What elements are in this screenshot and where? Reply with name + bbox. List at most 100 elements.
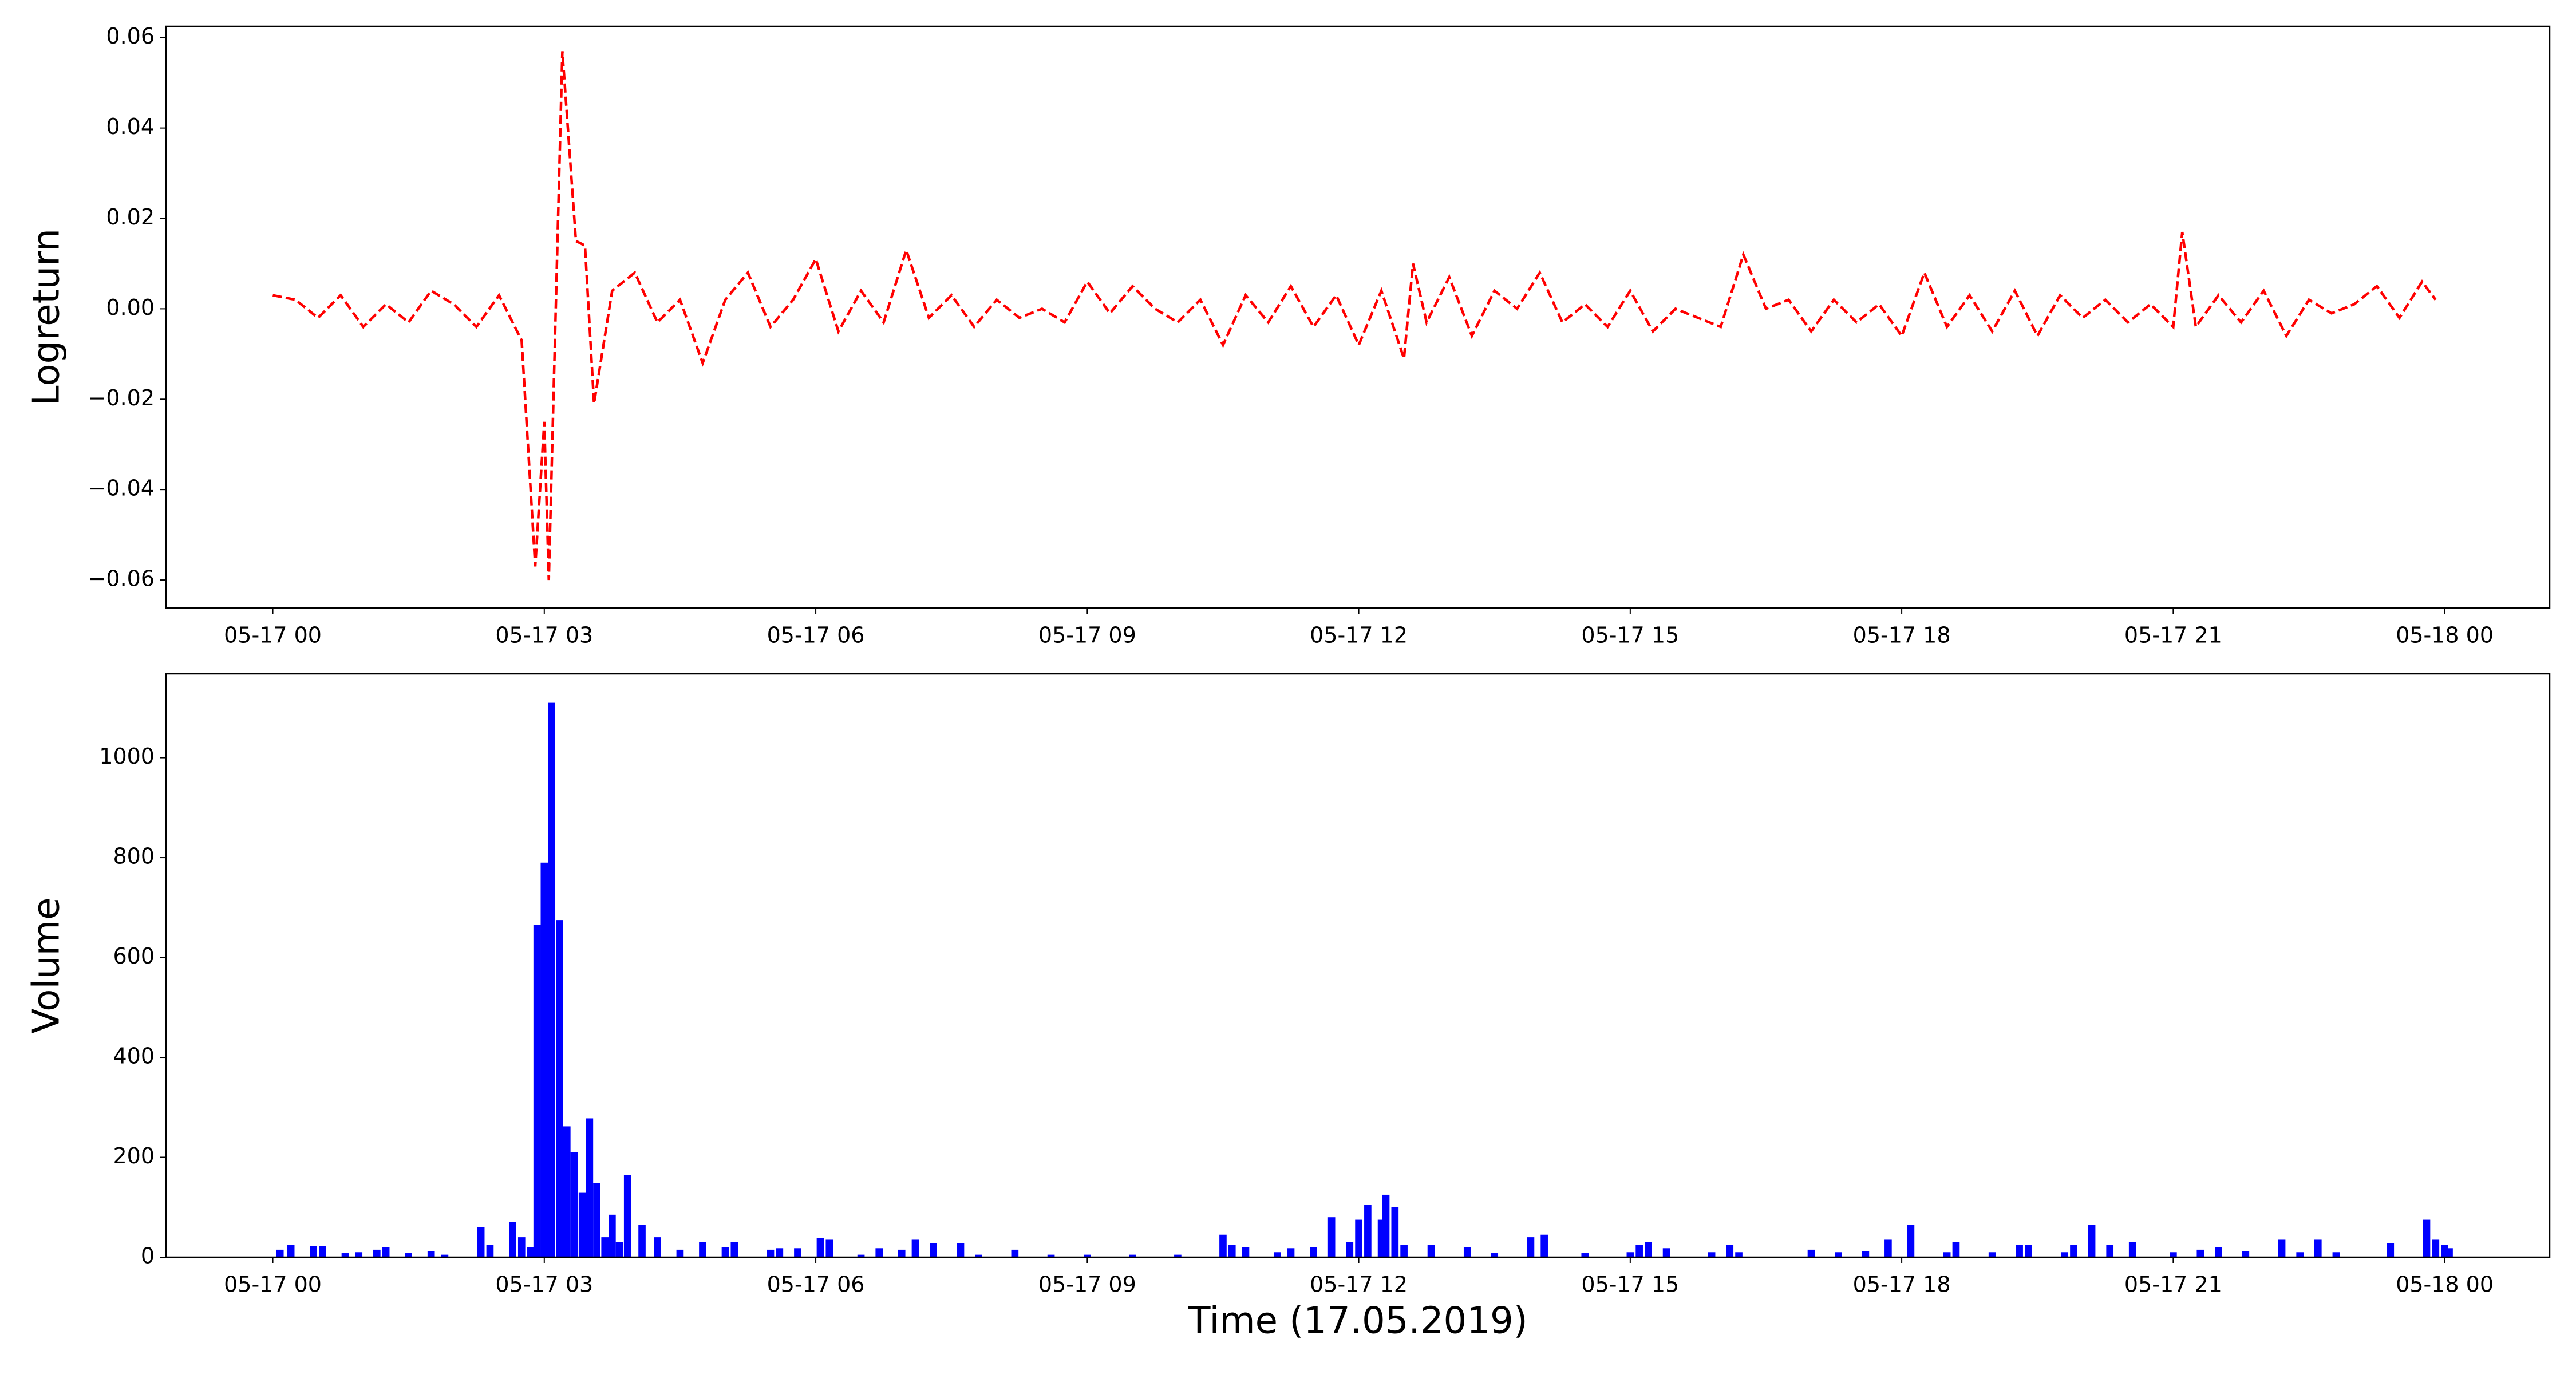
x-tick-label: 05-17 00 (224, 623, 322, 648)
bar (310, 1246, 318, 1257)
x-tick-label: 05-17 18 (1853, 1272, 1951, 1297)
bar (699, 1242, 706, 1257)
y-tick-label: 0.04 (106, 114, 155, 139)
bar (1083, 1254, 1091, 1257)
x-tick-label: 05-17 12 (1310, 1272, 1408, 1297)
bar (533, 925, 541, 1257)
bar (382, 1247, 390, 1257)
bar (2242, 1251, 2250, 1257)
bar (355, 1252, 363, 1257)
bar (2196, 1249, 2204, 1257)
x-tick-label: 05-17 21 (2124, 1272, 2222, 1297)
bar (1862, 1251, 1870, 1257)
bar (1645, 1242, 1652, 1257)
x-tick-label: 05-17 21 (2124, 623, 2222, 648)
bar (1635, 1245, 1643, 1257)
bar (509, 1222, 516, 1257)
bar (1626, 1252, 1634, 1257)
bar (2070, 1245, 2077, 1257)
bar (556, 920, 563, 1257)
y-tick-label: 800 (113, 844, 155, 869)
y-tick-label: −0.06 (88, 566, 155, 591)
bar (2296, 1252, 2304, 1257)
bar (1228, 1245, 1236, 1257)
y-tick-label: 600 (113, 943, 155, 969)
bar (477, 1227, 485, 1257)
bar (527, 1247, 535, 1257)
bar (1382, 1194, 1390, 1257)
bar (825, 1239, 833, 1257)
bar (676, 1249, 684, 1257)
bar (1129, 1254, 1136, 1257)
y-axis-label: Logreturn (26, 228, 68, 406)
bar (1219, 1234, 1227, 1257)
bar (721, 1247, 729, 1257)
bar (593, 1183, 600, 1257)
bar (1346, 1242, 1354, 1257)
x-tick-label: 05-17 18 (1853, 623, 1951, 648)
bar (1287, 1248, 1295, 1257)
bar (911, 1239, 919, 1257)
bar (767, 1249, 775, 1257)
x-tick-label: 05-17 03 (495, 1272, 593, 1297)
bar (1943, 1252, 1951, 1257)
x-tick-label: 05-18 00 (2396, 623, 2494, 648)
bar (1835, 1252, 1842, 1257)
bar (1011, 1249, 1019, 1257)
bar (2445, 1248, 2453, 1257)
bar (1047, 1254, 1055, 1257)
x-tick-label: 05-17 03 (495, 623, 593, 648)
bar (1310, 1247, 1317, 1257)
bar (1540, 1234, 1548, 1257)
bar (1273, 1252, 1281, 1257)
bar (1400, 1245, 1408, 1257)
bar (287, 1245, 295, 1257)
x-tick-label: 05-18 00 (2396, 1272, 2494, 1297)
bar (2025, 1245, 2032, 1257)
line (272, 51, 2437, 581)
x-tick-label: 05-17 15 (1581, 1272, 1679, 1297)
y-tick-label: −0.02 (88, 385, 155, 410)
y-tick-label: −0.04 (88, 476, 155, 501)
bar (405, 1253, 412, 1257)
bar (1662, 1248, 1670, 1257)
x-tick-label: 05-17 00 (224, 1272, 322, 1297)
bar (1242, 1247, 1250, 1257)
bar (2423, 1219, 2431, 1257)
bar (615, 1242, 623, 1257)
bar (601, 1237, 609, 1257)
x-tick-label: 05-17 09 (1038, 623, 1136, 648)
bar (1807, 1249, 1815, 1257)
x-tick-label: 05-17 06 (767, 1272, 865, 1297)
bar (570, 1152, 578, 1257)
bar (638, 1225, 646, 1257)
bar (517, 1237, 526, 1257)
y-tick-label: 0 (141, 1243, 155, 1269)
bar (654, 1237, 661, 1257)
bar (957, 1243, 965, 1257)
bar (1463, 1247, 1471, 1257)
bar (2170, 1252, 2177, 1257)
y-tick-label: 0.00 (106, 295, 155, 320)
x-tick-label: 05-17 12 (1310, 623, 1408, 648)
bar (1708, 1252, 1716, 1257)
bar (2387, 1243, 2395, 1257)
bar (341, 1253, 349, 1257)
bar (427, 1251, 435, 1257)
bar (730, 1242, 738, 1257)
bar (1327, 1217, 1336, 1257)
y-axis-label: Volume (26, 897, 68, 1033)
y-tick-label: 400 (113, 1044, 155, 1069)
bar (486, 1245, 494, 1257)
bar (373, 1249, 381, 1257)
bar (1952, 1242, 1960, 1257)
bar (586, 1118, 594, 1257)
bar (1427, 1245, 1435, 1257)
bar (2016, 1245, 2023, 1257)
bar (898, 1249, 906, 1257)
axes-frame (165, 25, 2551, 609)
bar (1988, 1252, 1996, 1257)
bar (875, 1248, 883, 1257)
x-tick-label: 05-17 15 (1581, 623, 1679, 648)
x-tick-label: 05-17 06 (767, 623, 865, 648)
